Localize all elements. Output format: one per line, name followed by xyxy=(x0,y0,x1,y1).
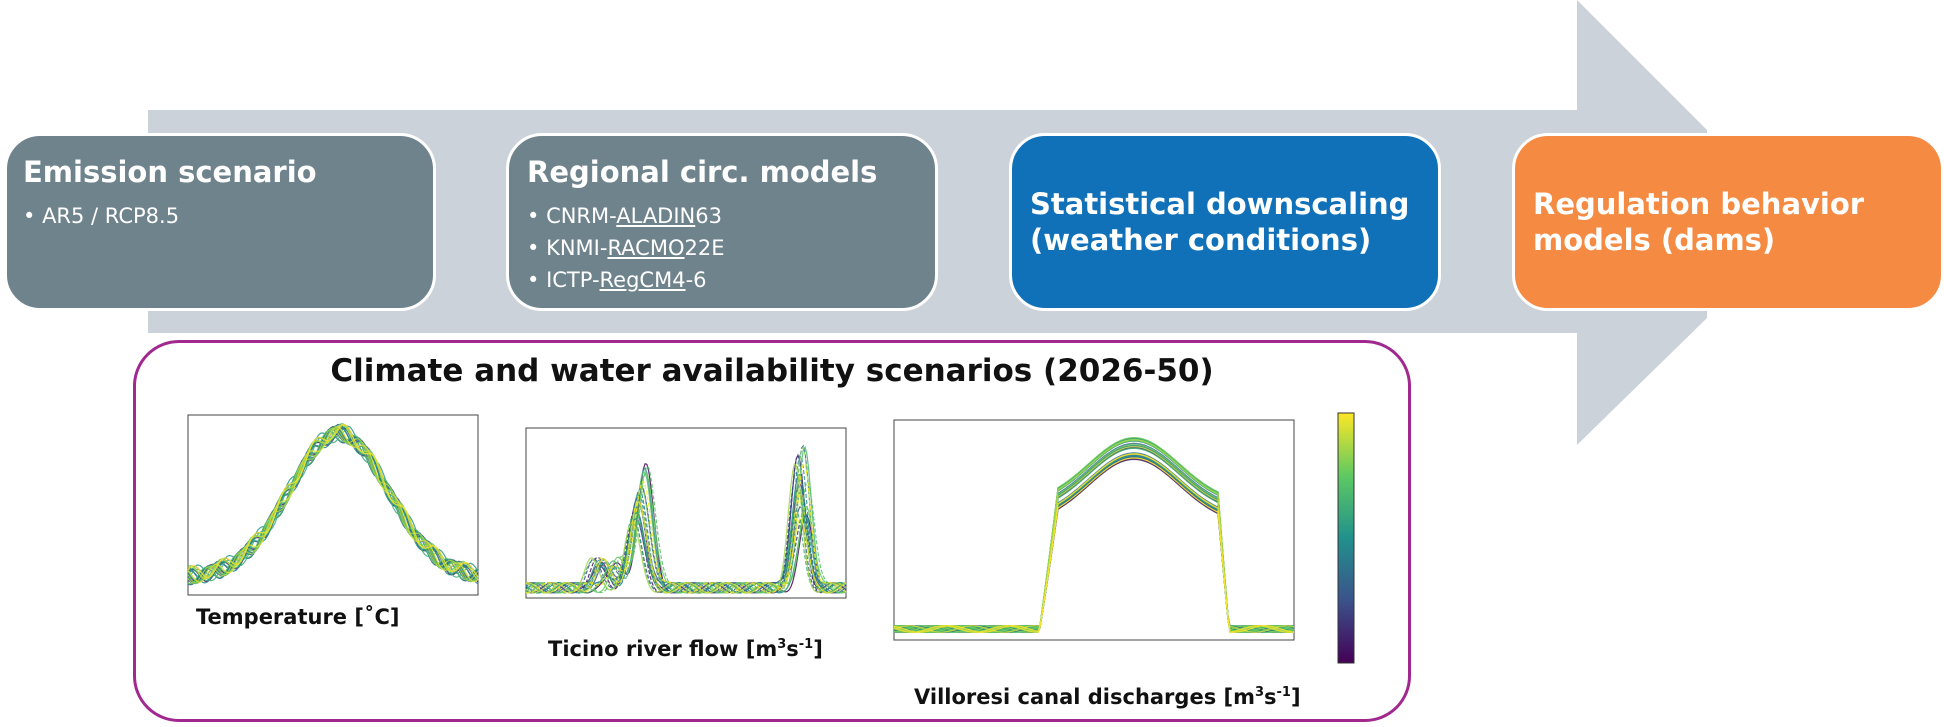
series-line xyxy=(525,472,847,594)
item-text: AR5 / RCP8.5 xyxy=(42,204,180,228)
series-line xyxy=(187,426,479,583)
series-line xyxy=(187,424,479,579)
panel-title: Climate and water availability scenarios… xyxy=(330,353,1214,389)
plot-frame xyxy=(893,419,1295,641)
series-line xyxy=(525,463,847,594)
step-emission-scenario: Emission scenario AR5 / RCP8.5 xyxy=(4,133,436,311)
series-line xyxy=(525,462,847,594)
item-prefix: CNRM- xyxy=(546,204,617,228)
list-item: ICTP-RegCM4-6 xyxy=(527,264,917,296)
item-suffix: 22E xyxy=(684,236,725,260)
step-regional-models: Regional circ. models CNRM-ALADIN63 KNMI… xyxy=(506,133,938,311)
step-regulation-models: Regulation behavior models (dams) xyxy=(1512,133,1944,311)
step-statistical-downscaling: Statistical downscaling (weather conditi… xyxy=(1009,133,1441,311)
series-line xyxy=(525,500,847,594)
temperature-caption: Temperature [˚C] xyxy=(196,605,400,629)
series-line xyxy=(893,457,1295,633)
series-line xyxy=(525,454,847,594)
item-link: RACMO xyxy=(607,236,685,260)
item-suffix: -6 xyxy=(685,268,707,292)
list-item: KNMI-RACMO22E xyxy=(527,232,917,264)
ticino-caption: Ticino river flow [m3s-1] xyxy=(548,637,823,661)
step-list: AR5 / RCP8.5 xyxy=(23,200,417,232)
step-title: Emission scenario xyxy=(23,155,317,189)
villoresi-discharge-plot xyxy=(893,419,1295,641)
series-line xyxy=(187,427,479,584)
step-title: Regulation behavior models (dams) xyxy=(1533,187,1865,257)
villoresi-caption: Villoresi canal discharges [m3s-1] xyxy=(914,685,1301,709)
scenarios-panel: Climate and water availability scenarios… xyxy=(133,340,1411,722)
item-prefix: KNMI- xyxy=(546,236,608,260)
temperature-plot xyxy=(187,414,479,596)
colorbar xyxy=(1337,412,1355,664)
colorbar-gradient xyxy=(1337,412,1355,664)
list-item: AR5 / RCP8.5 xyxy=(23,200,417,232)
list-item: CNRM-ALADIN63 xyxy=(527,200,917,232)
step-list: CNRM-ALADIN63 KNMI-RACMO22E ICTP-RegCM4-… xyxy=(527,200,917,296)
ticino-flow-plot xyxy=(525,427,847,599)
step-title: Regional circ. models xyxy=(527,155,878,189)
item-link: ALADIN xyxy=(616,204,696,228)
item-suffix: 63 xyxy=(695,204,722,228)
step-title: Statistical downscaling (weather conditi… xyxy=(1030,187,1410,257)
item-prefix: ICTP- xyxy=(546,268,600,292)
item-link: RegCM4 xyxy=(599,268,686,292)
